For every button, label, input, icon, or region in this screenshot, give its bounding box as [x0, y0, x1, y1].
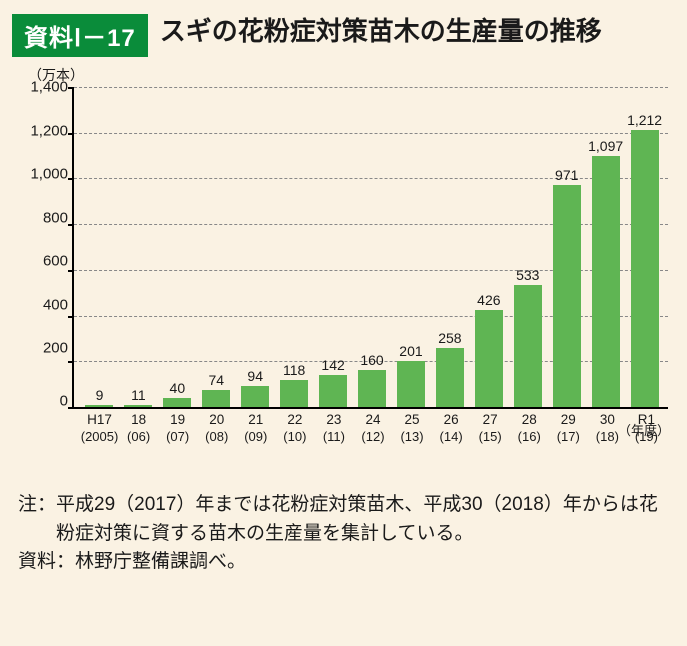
bar [280, 380, 308, 407]
bar [592, 156, 620, 407]
bar-value-label: 142 [321, 357, 344, 373]
bar-value-label: 1,212 [627, 112, 662, 128]
bar-value-label: 74 [208, 372, 224, 388]
bar [514, 285, 542, 407]
bar [319, 375, 347, 407]
source-text: 林野庁整備課調べ。 [75, 548, 246, 577]
bar-value-label: 9 [96, 387, 104, 403]
bar [85, 405, 113, 407]
bar-col: 1,212 [625, 112, 664, 407]
x-tick-label: 18(06) [119, 409, 158, 445]
x-tick-label: 28(16) [510, 409, 549, 445]
bar-value-label: 258 [438, 330, 461, 346]
bar [553, 185, 581, 407]
bar-value-label: 118 [283, 362, 305, 378]
bar-value-label: 426 [477, 292, 500, 308]
x-tick-label: 23(11) [314, 409, 353, 445]
y-tick-label: 1,200 [30, 122, 68, 139]
x-axis-label: （年度） [618, 420, 670, 439]
bar-col: 40 [158, 380, 197, 407]
bar-col: 74 [197, 372, 236, 407]
bar [436, 348, 464, 407]
bar-value-label: 94 [247, 368, 263, 384]
y-tick-label: 400 [43, 296, 68, 313]
x-tick-label: 27(15) [471, 409, 510, 445]
notes: 注： 平成29（2017）年までは花粉症対策苗木、平成30（2018）年からは花… [12, 491, 675, 577]
bar [397, 361, 425, 407]
bar-col: 201 [392, 343, 431, 407]
bar-value-label: 11 [131, 387, 146, 403]
bar [124, 405, 152, 408]
bar-value-label: 533 [516, 267, 539, 283]
x-tick-label: 20(08) [197, 409, 236, 445]
source-label: 資料： [18, 548, 75, 577]
y-tick-label: 1,400 [30, 79, 68, 96]
y-tick-label: 0 [60, 392, 68, 409]
bar-col: 426 [469, 292, 508, 407]
y-tick-label: 1,000 [30, 166, 68, 183]
bar-value-label: 971 [555, 167, 578, 183]
bar-col: 1,097 [586, 138, 625, 407]
x-tick-label: 21(09) [236, 409, 275, 445]
bar [241, 386, 269, 407]
y-tick-label: 600 [43, 253, 68, 270]
x-tick-label: 19(07) [158, 409, 197, 445]
header: 資料Ⅰ－17 スギの花粉症対策苗木の生産量の推移 [12, 14, 675, 57]
bar-value-label: 160 [360, 352, 383, 368]
bar-col: 142 [314, 357, 353, 407]
note-label: 注： [18, 491, 56, 548]
bar [631, 130, 659, 407]
x-axis: H17(2005)18(06)19(07)20(08)21(09)22(10)2… [74, 409, 670, 445]
bars: 9 11 40 74 94 118 142 160 201 258 426 533 971 1,0971,… [74, 87, 668, 407]
y-axis-label: （万本） [28, 65, 675, 85]
bar-value-label: 201 [399, 343, 422, 359]
bar-col: 118 [275, 362, 314, 407]
x-tick-label: 24(12) [353, 409, 392, 445]
x-tick-label: 25(13) [393, 409, 432, 445]
bar-col: 160 [353, 352, 392, 407]
bar-value-label: 40 [170, 380, 186, 396]
bar [163, 398, 191, 407]
bar [358, 370, 386, 407]
x-tick-label: H17(2005) [80, 409, 119, 445]
bar-col: 971 [547, 167, 586, 407]
chart-title: スギの花粉症対策苗木の生産量の推移 [160, 14, 602, 49]
note-text: 平成29（2017）年までは花粉症対策苗木、平成30（2018）年からは花粉症対… [56, 491, 669, 548]
y-tick-label: 200 [43, 340, 68, 357]
bar [202, 390, 230, 407]
bar-col: 9 [80, 387, 119, 407]
bar-value-label: 1,097 [588, 138, 623, 154]
chart: （万本） 1,400 1,200 1,000 800 600 400 200 0 9 11 40 7… [18, 65, 675, 445]
bar-col: 11 [119, 387, 158, 408]
badge: 資料Ⅰ－17 [12, 14, 148, 57]
plot-area: 9 11 40 74 94 118 142 160 201 258 426 533 971 1,0971,… [72, 87, 668, 409]
bar-col: 94 [236, 368, 275, 407]
bar-col: 258 [430, 330, 469, 407]
x-tick-label: 29(17) [549, 409, 588, 445]
y-axis: 1,4001,2001,0008006004002000 [18, 87, 72, 409]
x-tick-label: 22(10) [275, 409, 314, 445]
bar [475, 310, 503, 407]
bar-col: 533 [508, 267, 547, 407]
x-tick-label: 26(14) [432, 409, 471, 445]
y-tick-label: 800 [43, 209, 68, 226]
